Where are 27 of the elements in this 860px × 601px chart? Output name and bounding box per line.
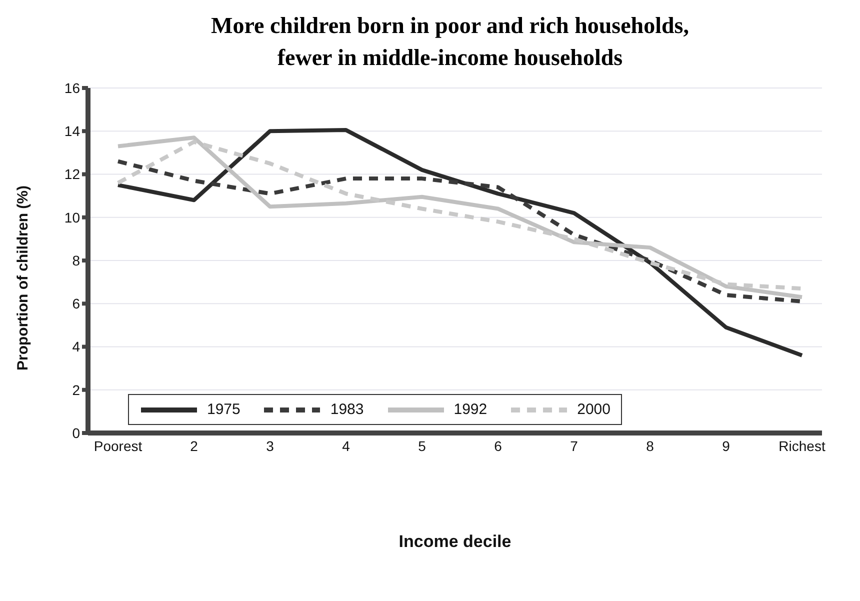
y-tick-label: 14 [64,123,80,140]
line-series [116,128,804,358]
x-tick-label: 3 [266,438,274,454]
y-tick-label: 4 [72,338,80,355]
y-tick-label: 8 [72,252,80,268]
x-tick-label: 5 [418,438,426,454]
y-tick-label: 2 [72,382,80,398]
x-tick-label: 7 [570,438,578,454]
y-tick-label: 12 [64,166,80,182]
y-axis-title: Proportion of children (%) [14,186,32,370]
y-tick-label: 10 [64,209,80,226]
legend-label: 1992 [454,401,488,418]
x-tick-label: 6 [494,438,502,454]
legend-label: 1975 [207,401,240,418]
x-tick-label: Poorest [94,438,142,454]
x-tick-label: 8 [646,438,654,454]
y-tick-label: 0 [72,424,80,441]
y-tick-label: 6 [72,296,80,312]
x-tick-label: 4 [342,438,350,454]
y-tick-label: 16 [64,80,80,96]
x-tick-label: 9 [722,438,730,454]
x-tick-label: 2 [190,438,198,454]
legend-label: 1983 [330,401,364,418]
chart-title: More children born in poor and rich households, fewer in middle-income households [210,12,690,72]
legend-label: 2000 [577,401,610,418]
x-axis-title: Income decile [398,532,512,551]
x-tick-label: Richest [778,438,826,454]
